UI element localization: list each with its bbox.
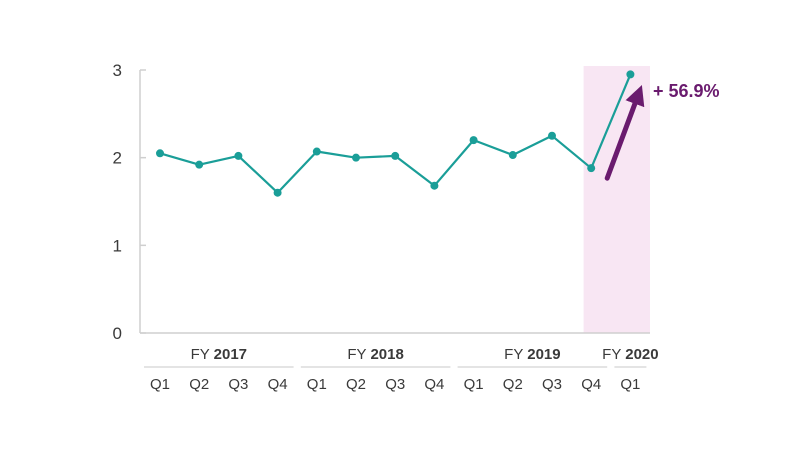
quarter-label-2017-Q3: Q3 (228, 376, 248, 393)
fy-prefix: FY (191, 346, 214, 363)
fy-year: 2017 (214, 346, 247, 363)
fy-year: 2020 (625, 346, 658, 363)
growth-annotation: + 56.9% (653, 81, 720, 101)
fy-label-2020: FY 2020 (602, 346, 658, 363)
quarter-label-2020-Q1: Q1 (620, 376, 640, 393)
quarter-label-2018-Q1: Q1 (307, 376, 327, 393)
data-point-8 (469, 136, 478, 145)
quarter-label-2018-Q4: Q4 (424, 376, 444, 393)
data-point-0 (156, 149, 164, 158)
fy-year: 2019 (527, 346, 560, 363)
data-point-2 (234, 151, 243, 160)
quarter-label-2019-Q4: Q4 (581, 376, 601, 393)
fy-prefix: FY (602, 346, 625, 363)
data-point-12 (626, 70, 635, 79)
data-point-5 (352, 153, 360, 162)
quarter-label-2018-Q2: Q2 (346, 376, 366, 393)
quarter-label-2017-Q1: Q1 (150, 376, 170, 393)
fy-year: 2018 (370, 346, 403, 363)
data-point-11 (587, 164, 596, 173)
fy-label-2018: FY 2018 (347, 346, 403, 363)
y-tick-label-1: 1 (113, 236, 122, 255)
growth-arrow (604, 85, 645, 181)
data-point-7 (430, 181, 439, 190)
data-point-1 (195, 160, 204, 169)
fy-label-2019: FY 2019 (504, 346, 560, 363)
fy-prefix: FY (504, 346, 527, 363)
data-point-3 (273, 188, 282, 197)
data-point-4 (312, 147, 321, 156)
quarter-label-2017-Q4: Q4 (268, 376, 288, 393)
quarter-label-2019-Q2: Q2 (503, 376, 523, 393)
quarter-label-2019-Q3: Q3 (542, 376, 562, 393)
quarter-label-2017-Q2: Q2 (189, 376, 209, 393)
data-point-9 (508, 151, 517, 160)
highlight-band (583, 66, 650, 333)
y-tick-label-2: 2 (113, 149, 122, 168)
y-tick-label-3: 3 (113, 61, 122, 80)
data-point-10 (548, 131, 556, 140)
series-line (159, 73, 632, 194)
quarter-label-2019-Q1: Q1 (464, 376, 484, 393)
quarter-label-2018-Q3: Q3 (385, 376, 405, 393)
fy-label-2017: FY 2017 (191, 346, 247, 363)
y-tick-label-0: 0 (113, 324, 122, 343)
data-point-6 (391, 151, 400, 160)
fy-prefix: FY (347, 346, 370, 363)
